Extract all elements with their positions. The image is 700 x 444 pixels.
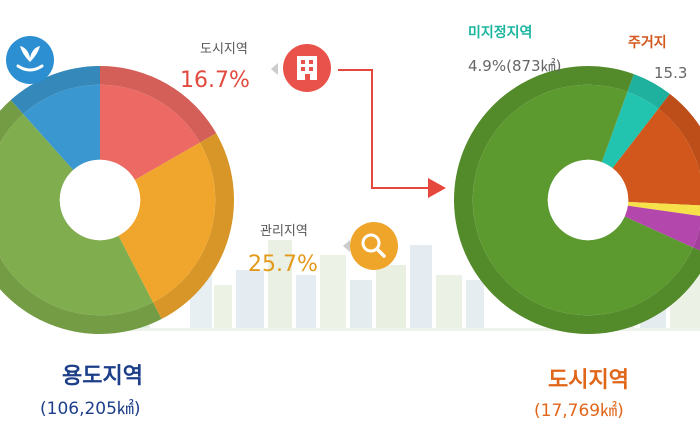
- pointer-search: [343, 240, 350, 252]
- label-unassigned-value: 4.9%(873㎢): [468, 57, 562, 75]
- left-chart-title: 용도지역: [62, 364, 143, 389]
- building-icon: [283, 44, 331, 92]
- label-residential-name: 주거지: [628, 35, 667, 51]
- pie-slice-ring-0: [100, 66, 217, 143]
- pie-slice-3: [624, 205, 700, 248]
- label-mgmt-name: 관리지역: [260, 224, 308, 239]
- pie-chart-urban-area: [454, 66, 700, 334]
- pie-slice-1: [118, 142, 216, 303]
- pie-slice-0: [601, 91, 659, 169]
- pie-slice-ring-0: [627, 74, 670, 109]
- label-mgmt-pct: 25.7%: [248, 252, 318, 277]
- pie-center-hole: [547, 159, 629, 241]
- label-residential-value: 15.3: [654, 64, 688, 82]
- pie-slice-2: [627, 201, 700, 216]
- label-urban-name: 도시지역: [200, 42, 248, 57]
- pie-chart-land-use: [0, 66, 234, 334]
- right-chart-subtitle: (17,769㎢): [534, 401, 624, 421]
- pie-slice-ring-3: [10, 66, 100, 115]
- pointer-building: [271, 63, 278, 75]
- left-chart-subtitle: (106,205㎢): [40, 399, 141, 419]
- pie-slice-ring-2: [0, 100, 162, 334]
- label-urban-pct: 16.7%: [180, 68, 250, 93]
- leaf-hand-icon: [6, 36, 54, 84]
- pie-slice-2: [0, 114, 153, 316]
- pie-slice-4: [472, 84, 694, 316]
- label-unassigned-name: 미지정지역: [468, 25, 533, 41]
- city-skyline: [110, 240, 700, 331]
- pie-slice-1: [612, 108, 700, 206]
- pie-slice-3: [23, 84, 100, 171]
- pie-slice-ring-1: [658, 93, 700, 174]
- connector-arrow: [338, 69, 446, 198]
- pie-slice-ring-3: [693, 226, 700, 251]
- pie-slice-0: [100, 84, 200, 180]
- pie-center-hole: [59, 159, 141, 241]
- search-icon: [350, 222, 398, 270]
- right-chart-title: 도시지역: [548, 368, 629, 393]
- pie-slice-ring-1: [152, 133, 234, 320]
